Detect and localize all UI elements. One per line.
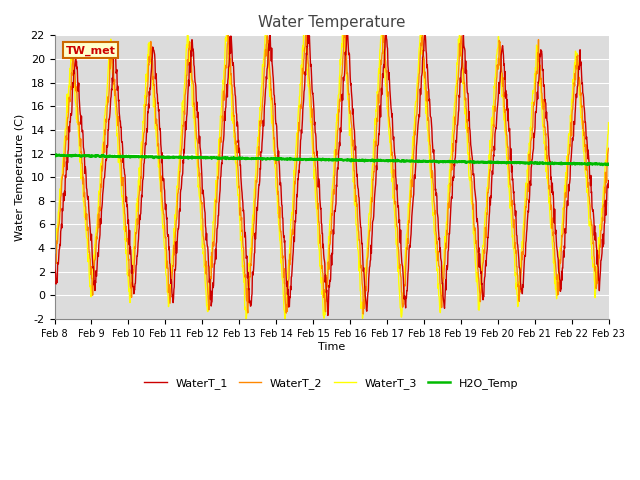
WaterT_1 — [491, 147, 499, 153]
WaterT_1 — [236, 152, 244, 157]
WaterT_3 — [51, 249, 58, 255]
H2O_Temp — [174, 155, 182, 160]
WaterT_2 — [540, 107, 547, 112]
H2O_Temp — [51, 153, 58, 158]
WaterT_1 — [605, 178, 612, 183]
H2O_Temp — [418, 158, 426, 164]
WaterT_3 — [174, 183, 182, 189]
Line: WaterT_2: WaterT_2 — [54, 29, 609, 314]
H2O_Temp — [605, 161, 612, 167]
WaterT_2 — [174, 191, 182, 196]
WaterT_1 — [161, 185, 168, 191]
WaterT_2 — [161, 218, 168, 224]
WaterT_1 — [324, 312, 332, 318]
WaterT_3 — [540, 128, 547, 133]
WaterT_1 — [174, 229, 182, 235]
WaterT_3 — [184, 26, 191, 32]
WaterT_2 — [605, 145, 612, 151]
WaterT_3 — [419, 51, 426, 57]
H2O_Temp — [599, 162, 607, 168]
H2O_Temp — [52, 152, 60, 157]
WaterT_2 — [360, 311, 367, 317]
H2O_Temp — [490, 159, 498, 165]
WaterT_1 — [304, 26, 312, 32]
Line: WaterT_3: WaterT_3 — [54, 29, 609, 319]
WaterT_2 — [302, 26, 310, 32]
Legend: WaterT_1, WaterT_2, WaterT_3, H2O_Temp: WaterT_1, WaterT_2, WaterT_3, H2O_Temp — [140, 373, 524, 393]
Text: TW_met: TW_met — [66, 45, 115, 56]
Line: WaterT_1: WaterT_1 — [54, 29, 609, 315]
H2O_Temp — [161, 155, 168, 160]
H2O_Temp — [236, 156, 244, 162]
WaterT_2 — [419, 35, 426, 41]
WaterT_2 — [236, 188, 244, 194]
WaterT_3 — [605, 120, 612, 126]
H2O_Temp — [540, 160, 547, 166]
WaterT_1 — [51, 252, 58, 257]
Line: H2O_Temp: H2O_Temp — [54, 155, 609, 165]
WaterT_2 — [51, 285, 58, 290]
WaterT_3 — [243, 316, 250, 322]
Title: Water Temperature: Water Temperature — [258, 15, 405, 30]
WaterT_1 — [540, 84, 547, 89]
WaterT_3 — [491, 85, 499, 91]
WaterT_2 — [491, 104, 499, 109]
Y-axis label: Water Temperature (C): Water Temperature (C) — [15, 114, 25, 241]
WaterT_3 — [236, 221, 244, 227]
X-axis label: Time: Time — [318, 342, 345, 351]
WaterT_1 — [419, 70, 426, 75]
WaterT_3 — [161, 242, 168, 248]
